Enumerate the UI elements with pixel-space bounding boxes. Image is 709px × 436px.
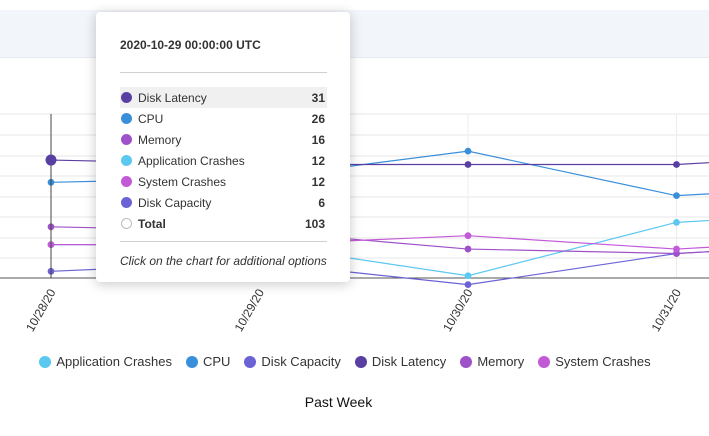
legend-item[interactable]: Memory bbox=[460, 354, 524, 369]
data-point[interactable] bbox=[464, 272, 472, 280]
x-tick-label: 10/31/20 bbox=[649, 286, 685, 334]
tooltip-series-name: Disk Latency bbox=[138, 90, 207, 105]
x-tick-label: 10/30/20 bbox=[440, 286, 476, 334]
x-tick-label: 10/29/20 bbox=[232, 286, 268, 334]
chart-tooltip: 2020-10-29 00:00:00 UTC Disk Latency 31 CP… bbox=[96, 12, 350, 282]
data-point[interactable] bbox=[464, 245, 472, 253]
data-point[interactable] bbox=[464, 232, 472, 240]
total-circle-icon bbox=[121, 218, 132, 229]
tooltip-row: Disk Capacity 6 bbox=[120, 192, 327, 213]
legend-item[interactable]: Application Crashes bbox=[39, 354, 172, 369]
tooltip-series-name: Disk Capacity bbox=[138, 195, 212, 210]
tooltip-row: System Crashes 12 bbox=[120, 171, 327, 192]
tooltip-series-name: Memory bbox=[138, 132, 182, 147]
tooltip-divider-bottom bbox=[120, 241, 327, 242]
header-divider bbox=[0, 57, 709, 58]
tooltip-series-name: System Crashes bbox=[138, 174, 227, 189]
legend-label: Disk Capacity bbox=[261, 354, 341, 369]
data-point[interactable] bbox=[673, 161, 680, 168]
series-swatch-icon bbox=[121, 92, 132, 103]
series-swatch-icon bbox=[121, 155, 132, 166]
tooltip-row: Memory 16 bbox=[120, 129, 327, 150]
tooltip-divider bbox=[120, 72, 327, 73]
x-tick-label: 10/28/20 bbox=[23, 286, 59, 334]
tooltip-series-value: 26 bbox=[311, 111, 325, 126]
tooltip-series-name: CPU bbox=[138, 111, 164, 126]
legend-label: Application Crashes bbox=[56, 354, 172, 369]
data-point[interactable] bbox=[464, 147, 472, 155]
tooltip-series-value: 12 bbox=[311, 153, 325, 168]
data-point[interactable] bbox=[464, 281, 472, 289]
tooltip-series-value: 16 bbox=[311, 132, 325, 147]
tooltip-row: Application Crashes 12 bbox=[120, 150, 327, 171]
legend-swatch-icon bbox=[538, 355, 551, 368]
legend-swatch-icon bbox=[244, 355, 257, 368]
legend-label: CPU bbox=[202, 354, 231, 369]
legend-swatch-icon bbox=[354, 355, 367, 368]
x-axis-title: Past Week bbox=[304, 394, 373, 410]
tooltip-series-value: 12 bbox=[311, 174, 325, 189]
tooltip-total-label: Total bbox=[138, 216, 166, 231]
legend-item[interactable]: System Crashes bbox=[538, 354, 651, 369]
series-swatch-icon bbox=[121, 113, 132, 124]
legend-item[interactable]: CPU bbox=[185, 354, 231, 369]
legend-swatch-icon bbox=[185, 355, 198, 368]
series-swatch-icon bbox=[121, 134, 132, 145]
tooltip-total-row: Total 103 bbox=[120, 213, 327, 234]
tooltip-timestamp: 2020-10-29 00:00:00 UTC bbox=[120, 38, 261, 52]
tooltip-series-value: 31 bbox=[311, 90, 325, 105]
series-swatch-icon bbox=[121, 176, 132, 187]
hover-point[interactable] bbox=[45, 154, 57, 166]
data-point[interactable] bbox=[464, 161, 472, 168]
legend-swatch-icon bbox=[460, 355, 473, 368]
legend-label: System Crashes bbox=[555, 354, 651, 369]
tooltip-series-name: Application Crashes bbox=[138, 153, 245, 168]
data-point[interactable] bbox=[673, 245, 680, 253]
tooltip-total-value: 103 bbox=[304, 216, 325, 231]
legend-label: Memory bbox=[477, 354, 525, 369]
chart-legend: Application Crashes CPU Disk Capacity Disk … bbox=[0, 354, 690, 369]
data-point[interactable] bbox=[673, 192, 680, 200]
tooltip-hint: Click on the chart for additional option… bbox=[120, 254, 327, 268]
legend-swatch-icon bbox=[39, 355, 52, 368]
legend-item[interactable]: Disk Latency bbox=[354, 354, 447, 369]
data-point[interactable] bbox=[673, 218, 680, 226]
tooltip-rows: Disk Latency 31 CPU 26 Memory 16 Application C… bbox=[120, 87, 327, 213]
legend-item[interactable]: Disk Capacity bbox=[244, 354, 341, 369]
tooltip-row: CPU 26 bbox=[120, 108, 327, 129]
tooltip-series-value: 6 bbox=[318, 195, 325, 210]
series-swatch-icon bbox=[121, 197, 132, 208]
tooltip-row: Disk Latency 31 bbox=[120, 87, 327, 108]
legend-label: Disk Latency bbox=[371, 354, 447, 369]
